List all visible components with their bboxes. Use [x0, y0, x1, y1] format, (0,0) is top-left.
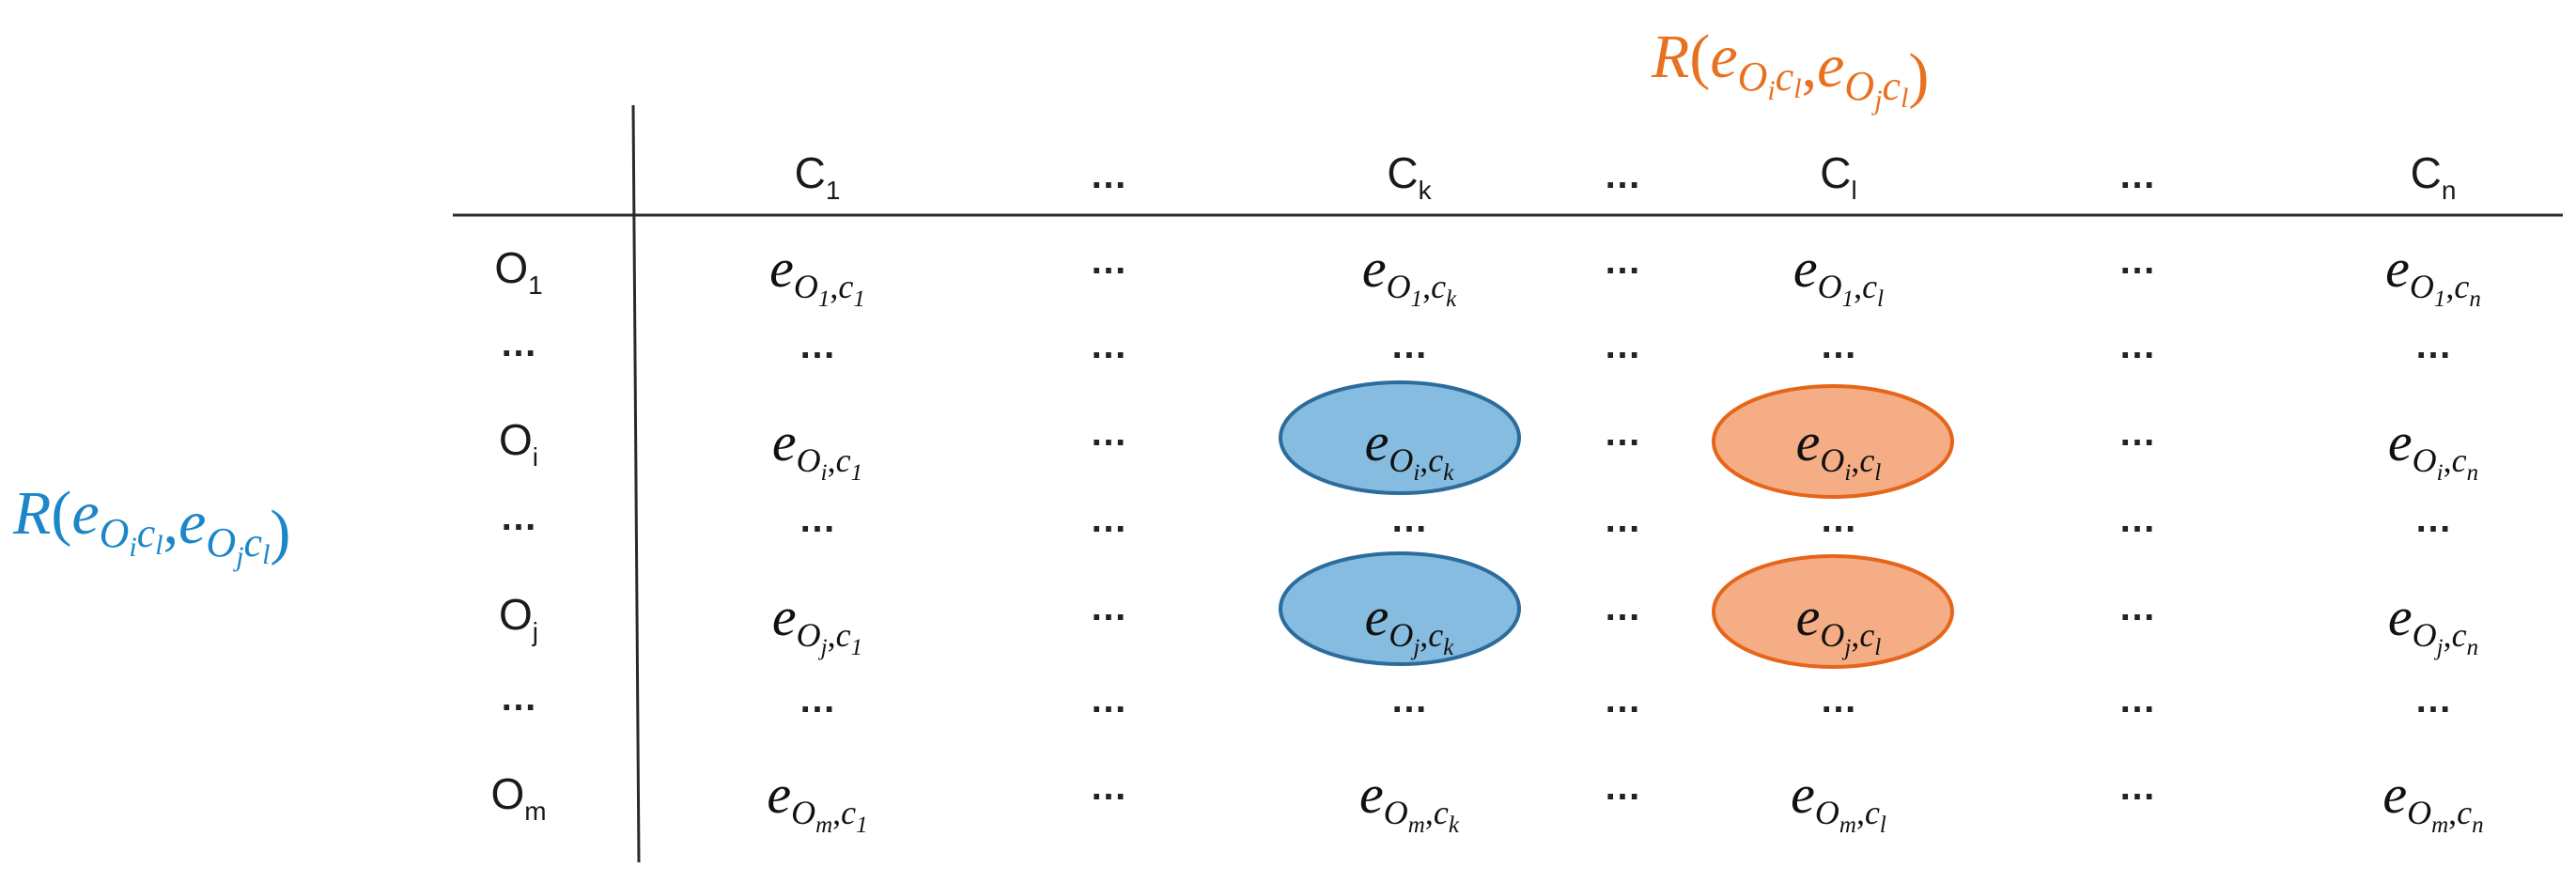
cell-ellipsis: … [2414, 679, 2452, 720]
column-headers: C1 … Ck … Cl … Cn [795, 148, 2457, 205]
cell-e-oj-ck: eOj,ck [1365, 586, 1455, 660]
row-labels: O1 … Oi … Oj … Om [490, 243, 546, 826]
cell-e-o1-cl: eO1,cl [1793, 238, 1884, 312]
cell-e-o1-cn: eO1,cn [2385, 238, 2481, 312]
cell-e-oj-cn: eOj,cn [2388, 586, 2478, 660]
relation-label-left: R(eOicl,eOjcl) [12, 479, 290, 572]
row-label-o-1: O1 [494, 243, 542, 300]
column-header-c-k: Ck [1387, 148, 1432, 205]
cell-ellipsis: … [2118, 325, 2156, 366]
cell-e-oj-c1: eOj,c1 [772, 586, 862, 660]
cell-e-oi-cl: eOi,cl [1796, 411, 1882, 486]
cell-ellipsis: … [1820, 325, 1857, 366]
cell-ellipsis: … [1604, 240, 1641, 282]
cell-ellipsis: … [1090, 587, 1127, 628]
highlight-ellipse-oi-cl [1712, 384, 1954, 499]
cell-ellipsis: … [1390, 679, 1428, 720]
matrix-cells: eO1,c1 … eO1,ck … eO1,cl … eO1,cn … … … … … … … eOi,c1… [767, 238, 2483, 838]
cell-e-o1-ck: eO1,ck [1362, 238, 1457, 312]
cell-ellipsis: … [2118, 587, 2156, 628]
cell-ellipsis: … [1090, 767, 1127, 808]
cell-ellipsis: … [2414, 325, 2452, 366]
highlight-ellipse-oj-cl [1712, 554, 1954, 669]
cell-ellipsis: … [1604, 767, 1641, 808]
cell-ellipsis: … [1090, 679, 1127, 720]
column-header-ellipsis: … [1090, 155, 1127, 196]
cell-ellipsis: … [799, 325, 836, 366]
cell-ellipsis: … [799, 499, 836, 540]
column-header-ellipsis: … [1604, 155, 1641, 196]
cell-e-om-cl: eOm,cl [1791, 764, 1886, 838]
cell-ellipsis: … [2414, 499, 2452, 540]
cell-ellipsis: … [1604, 499, 1641, 540]
cell-e-oj-cl: eOj,cl [1796, 586, 1882, 660]
cell-ellipsis: … [1604, 412, 1641, 454]
cell-ellipsis: … [1390, 325, 1428, 366]
cell-e-oi-cn: eOi,cn [2388, 411, 2478, 486]
cell-ellipsis: … [1390, 499, 1428, 540]
cell-ellipsis: … [1090, 499, 1127, 540]
cell-e-o1-c1: eO1,c1 [769, 238, 865, 312]
cell-ellipsis: … [1820, 499, 1857, 540]
cell-ellipsis: … [1604, 587, 1641, 628]
highlight-ellipse-oj-ck [1279, 551, 1521, 666]
row-label-ellipsis: … [500, 323, 537, 364]
cell-ellipsis: … [1090, 240, 1127, 282]
relation-label-top: R(eOicl,eOjcl) [1651, 23, 1929, 116]
row-label-ellipsis: … [500, 497, 537, 538]
cell-ellipsis: … [2118, 679, 2156, 720]
cell-ellipsis: … [799, 679, 836, 720]
cell-ellipsis: … [1090, 325, 1127, 366]
row-label-o-m: Om [490, 769, 546, 826]
cell-e-oi-c1: eOi,c1 [772, 411, 862, 486]
cell-ellipsis: … [1820, 679, 1857, 720]
cell-e-om-ck: eOm,ck [1359, 764, 1460, 838]
column-header-c-l: Cl [1820, 148, 1856, 205]
column-header-c-n: Cn [2411, 148, 2457, 205]
cell-ellipsis: … [2118, 767, 2156, 808]
row-label-o-j: Oj [499, 590, 538, 646]
cell-ellipsis: … [2118, 240, 2156, 282]
highlight-ellipse-oi-ck [1279, 380, 1521, 495]
cell-e-om-cn: eOm,cn [2382, 764, 2483, 838]
cell-ellipsis: … [1090, 412, 1127, 454]
cell-ellipsis: … [1604, 325, 1641, 366]
column-header-ellipsis: … [2118, 155, 2156, 196]
cell-ellipsis: … [1604, 679, 1641, 720]
row-label-ellipsis: … [500, 677, 537, 719]
column-header-c-1: C1 [795, 148, 841, 205]
row-label-o-i: Oi [499, 415, 538, 472]
row-label-divider-line [631, 104, 641, 863]
cell-e-om-c1: eOm,c1 [767, 764, 867, 838]
cell-e-oi-ck: eOi,ck [1365, 411, 1455, 486]
cell-ellipsis: … [2118, 499, 2156, 540]
cell-ellipsis: … [2118, 412, 2156, 454]
